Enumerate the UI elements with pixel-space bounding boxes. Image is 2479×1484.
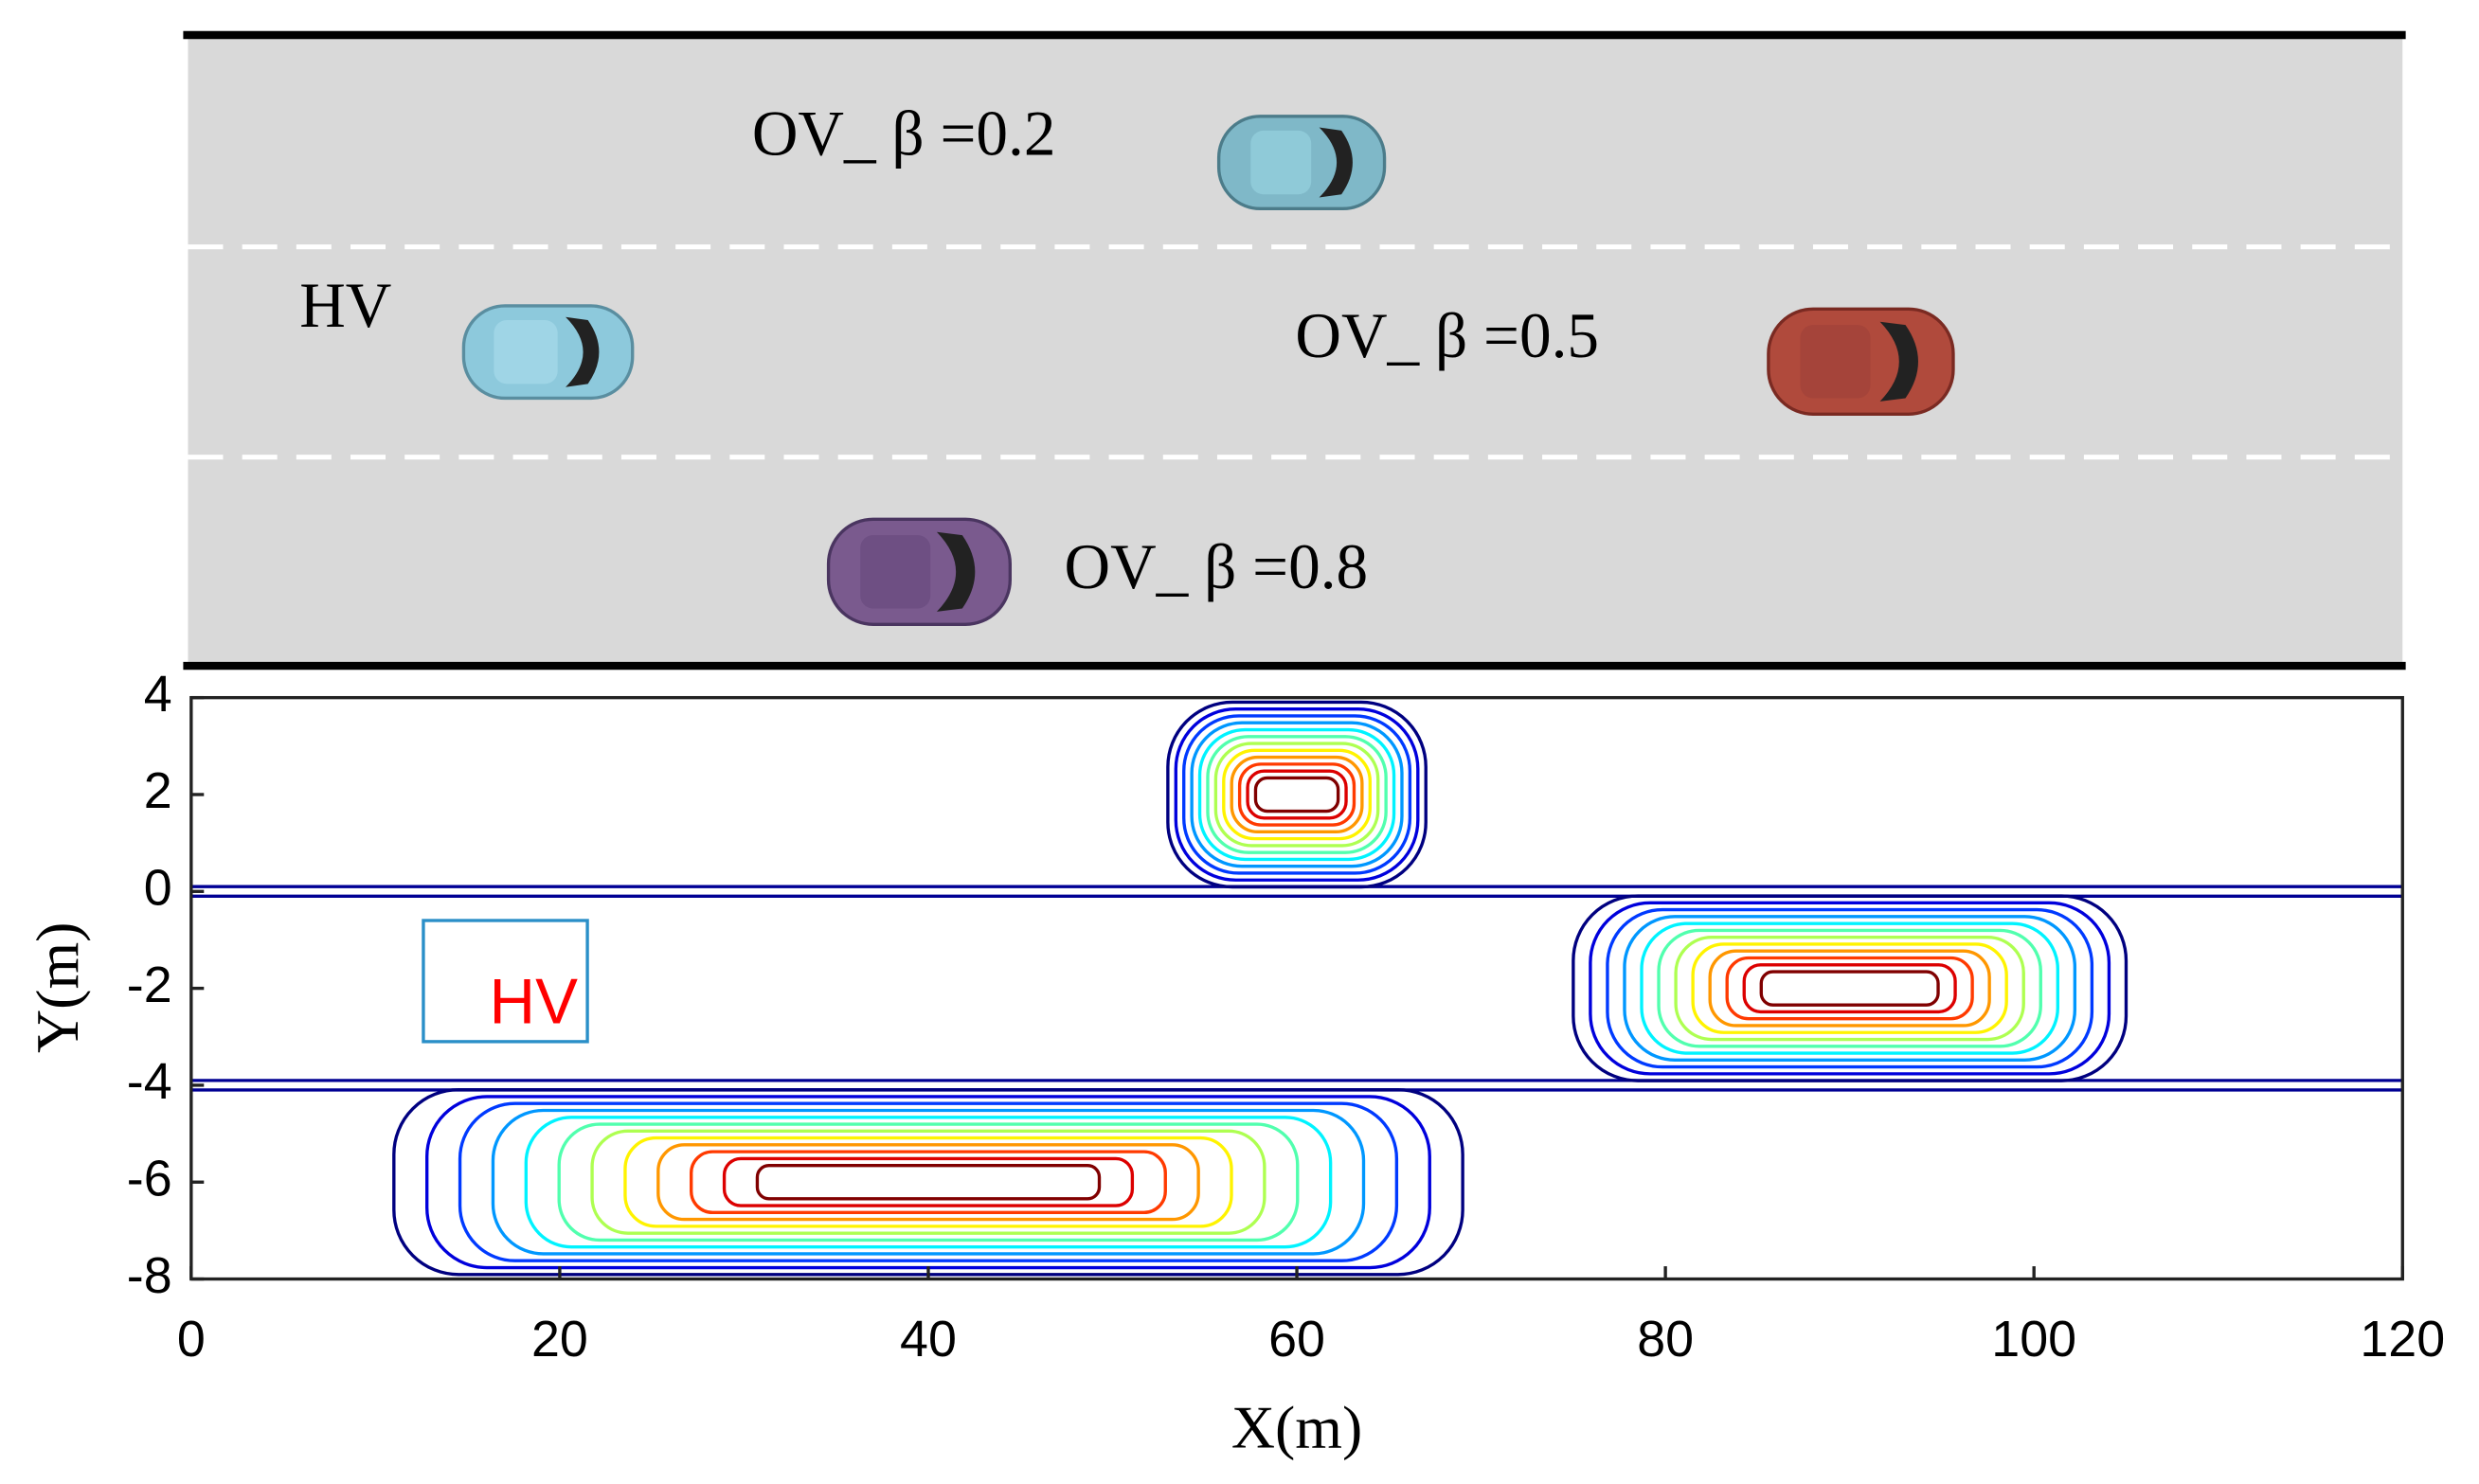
vehicle-label: OV_ β =0.5 [1295,300,1599,371]
vehicle-label: HV [299,270,391,341]
source-contour [690,1150,1167,1215]
x-tick-label: 100 [1991,1311,2076,1368]
source-contour [590,1129,1266,1235]
source-contour [1206,735,1388,854]
source-contour [1213,742,1380,848]
car-ov-08 [826,517,1012,626]
hv-label: HV [490,967,579,1038]
contour-plot: X(m) Y(m) 0 20 40 60 80 100 120 -8 -6 -4 -2 0 2 4 HV [24,666,2445,1460]
y-axis-label: Y(m) [24,922,91,1053]
source-contour [491,1108,1366,1256]
source-contour [656,1143,1200,1222]
source-contour [524,1116,1333,1249]
source-contour [1222,748,1372,841]
source-contour [1606,907,2094,1069]
source-contour [623,1135,1233,1228]
source-contour [1674,936,2025,1042]
source-contour [1237,762,1356,827]
hv-box [422,919,589,1044]
y-tick-label: -2 [127,957,172,1013]
source-contour [1572,894,2129,1082]
x-tick-label: 120 [2360,1311,2445,1368]
source-contour [557,1122,1300,1243]
road-scene: OV_ β =0.2 HV OV_ β =0.5 OV_ β =0.8 [183,30,2406,670]
car-hv [461,304,635,401]
source-contour [1246,769,1348,820]
y-tick-label: -6 [127,1150,172,1207]
source-contour [1197,727,1396,862]
car-ov-02 [1216,115,1387,211]
x-tick-label: 40 [900,1311,957,1368]
contours [190,700,2403,1277]
source-contour [755,1163,1102,1201]
source-contour [1640,921,2059,1055]
source-contour [1190,721,1404,868]
source-contour [1691,942,2008,1034]
source-contour [1708,949,1991,1028]
source-contour [1174,707,1420,882]
y-tick-label: 2 [144,762,172,819]
x-tick-label: 60 [1268,1311,1325,1368]
source-contour [1182,714,1412,875]
source-contour [1253,776,1340,814]
source-contour [722,1156,1135,1207]
source-contour [1742,963,1957,1014]
x-axis-label: X(m) [1231,1393,1362,1460]
source-contour [458,1101,1399,1262]
vehicle-label: OV_ β =0.8 [1064,531,1368,602]
y-tick-label: 0 [144,860,172,917]
x-tick-label: 20 [531,1311,588,1368]
source-contour [1657,928,2042,1048]
source-contour [1166,700,1428,889]
x-tick-label: 80 [1637,1311,1694,1368]
source-contour [1589,901,2111,1076]
y-tick-label: -4 [127,1053,172,1110]
y-tick-label: 4 [144,666,172,723]
car-ov-05 [1767,307,1955,416]
vehicle-label: OV_ β =0.2 [752,98,1056,169]
source-contour [425,1095,1431,1270]
source-contour [1725,956,1974,1021]
source-contour [1230,755,1364,834]
source-contour [1623,915,2077,1063]
y-tick-label: -8 [127,1247,172,1304]
x-tick-label: 0 [177,1311,206,1368]
source-contour [1759,970,1940,1007]
